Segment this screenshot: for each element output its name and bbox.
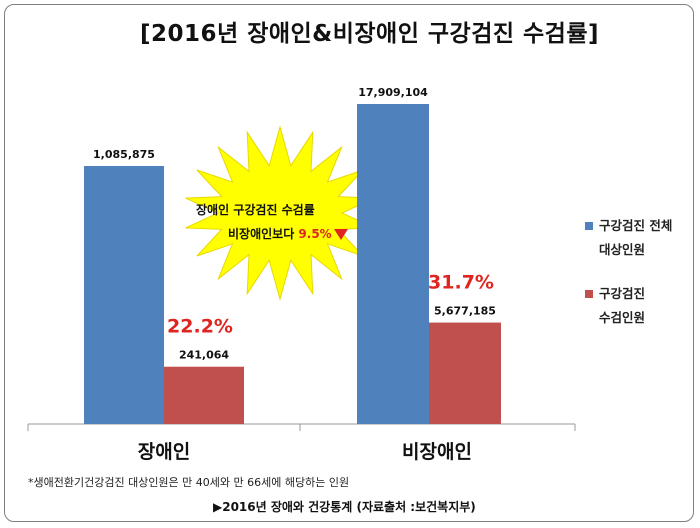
legend: 구강검진 전체 대상인원 구강검진 수검인원 <box>585 214 695 330</box>
data-label-target-0: 1,085,875 <box>93 148 155 161</box>
rate-label-1: 31.7% <box>428 272 494 294</box>
legend-label-target-2: 대상인원 <box>599 242 646 257</box>
category-label-1: 비장애인 <box>402 441 472 463</box>
bar-target-1 <box>357 104 429 424</box>
legend-swatch-blue <box>585 222 593 230</box>
category-label-0: 장애인 <box>138 441 190 463</box>
legend-item-examined: 구강검진 수검인원 <box>585 282 695 330</box>
legend-item-target: 구강검진 전체 대상인원 <box>585 214 695 262</box>
legend-label-examined-2: 수검인원 <box>599 310 646 325</box>
bar-examined-1 <box>429 322 501 424</box>
chart-title: [2016년 장애인&비장애인 구강검진 수검률] <box>140 21 600 47</box>
callout-text: 장애인 구강검진 수검률 비장애인보다 9.5% <box>196 198 376 246</box>
callout-line-1: 장애인 구강검진 수검률 <box>196 203 315 217</box>
source-note: ▶2016년 장애와 건강통계 (자료출처 :보건복지부) <box>213 500 476 514</box>
data-label-examined-1: 5,677,185 <box>434 305 496 318</box>
legend-label-target-1: 구강검진 전체 <box>599 218 673 233</box>
callout-percent: 9.5% <box>298 227 332 241</box>
data-label-examined-0: 241,064 <box>179 349 229 362</box>
rate-label-0: 22.2% <box>167 316 233 338</box>
bar-examined-0 <box>164 366 244 424</box>
data-label-target-1: 17,909,104 <box>358 86 428 99</box>
footnote: *생애전환기건강검진 대상인원은 만 40세와 만 66세에 해당하는 인원 <box>28 476 350 489</box>
legend-swatch-red <box>585 290 593 298</box>
callout-line-2-text: 비장애인보다 <box>228 227 299 241</box>
bar-target-0 <box>84 166 164 424</box>
legend-label-examined-1: 구강검진 <box>599 286 646 301</box>
down-arrow-icon <box>333 229 348 240</box>
callout-line-2: 비장애인보다 9.5% <box>196 222 376 246</box>
